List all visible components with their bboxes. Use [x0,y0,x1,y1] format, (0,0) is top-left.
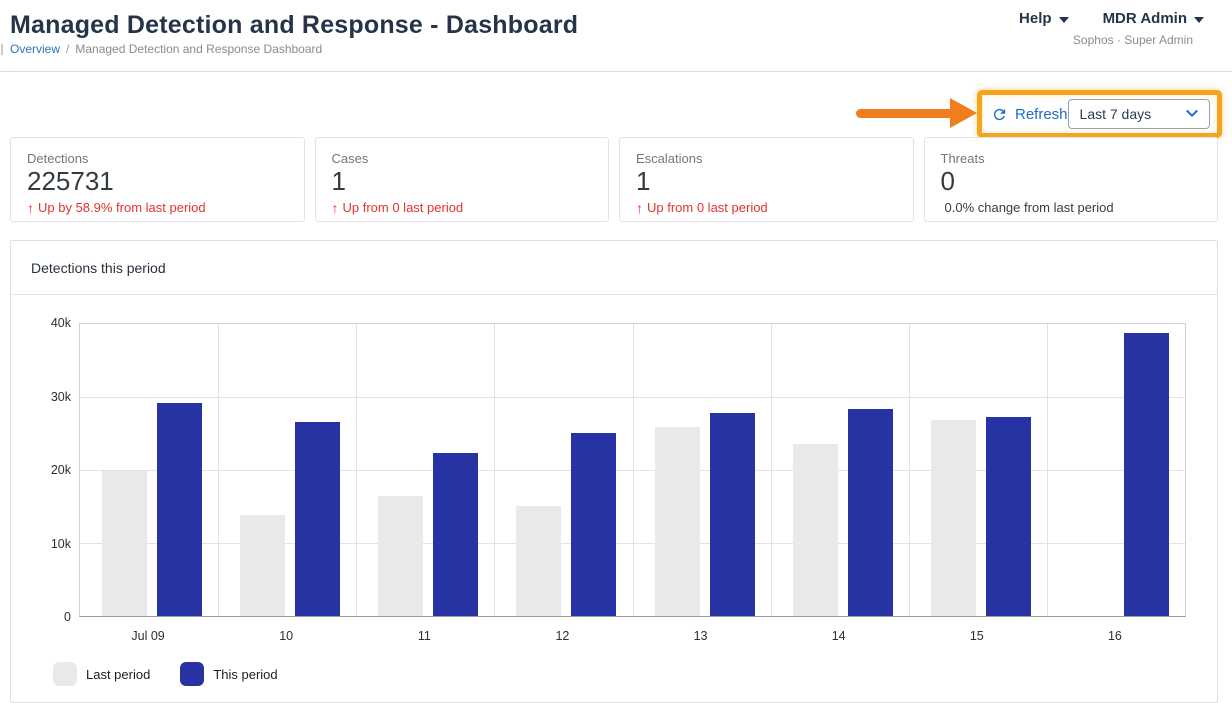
stat-card-delta: ↑ Up from 0 last period [636,200,897,216]
top-nav: Help MDR Admin [1019,10,1204,27]
chart-region: 40k 30k 20k 10k 0 Jul 09 10 11 12 13 14 15 16 Last … [11,295,1217,702]
gridline-vertical [770,324,772,616]
stat-card-label: Detections [27,151,89,166]
stat-card-label: Cases [331,151,369,166]
x-axis-labels: Jul 09 10 11 12 13 14 15 16 [79,629,1186,647]
page-title: Managed Detection and Response - Dashboa… [10,11,579,39]
bar-last-period-15[interactable] [930,419,976,616]
x-axis-tick: 10 [279,629,294,643]
annotation-arrow-icon [950,98,977,128]
bar-this-period-13[interactable] [709,413,755,616]
x-axis-tick: 13 [693,629,708,643]
bar-this-period-16[interactable] [1123,332,1169,616]
x-axis-tick: 11 [417,629,431,643]
stat-card-label: Threats [940,151,985,166]
gridline-vertical [632,324,634,616]
x-axis-tick: Jul 09 [131,629,165,643]
stat-card-value: 225731 [27,166,114,196]
period-select[interactable]: Last 7 days [1067,99,1210,129]
stat-card-delta: 0.0% change from last period [941,200,1202,215]
gridline-vertical [908,324,910,616]
stat-card-label: Escalations [636,151,703,166]
stat-card: Escalations 1 ↑ Up from 0 last period [619,137,914,222]
help-menu[interactable]: Help [1019,10,1069,27]
chart-panel-header: Detections this period [11,241,1217,295]
y-axis-tick: 30k [50,389,71,404]
gridline-vertical [356,324,358,616]
refresh-icon [991,106,1008,123]
gridline-vertical [218,324,220,616]
y-axis-tick: 10k [50,536,71,551]
stat-card-delta: ↑ Up from 0 last period [332,200,593,216]
gridline-vertical [494,324,496,616]
bar-last-period-11[interactable] [378,495,424,616]
stat-card-value: 1 [636,166,651,196]
chevron-down-icon [1184,105,1200,124]
detections-chart-panel: Detections this period 40k 30k 20k 10k 0 Jul… [10,240,1218,703]
bar-last-period-10[interactable] [240,514,286,616]
legend-label: This period [213,666,278,682]
stat-cards-row: Detections 225731 ↑ Up by 58.9% from las… [10,137,1218,222]
chart-panel-title: Detections this period [31,259,166,276]
y-axis-tick: 0 [64,610,71,624]
refresh-button-label: Refresh [1015,105,1068,123]
bar-last-period-14[interactable] [792,444,838,616]
bar-this-period-10[interactable] [295,421,341,616]
caret-down-icon [1058,16,1069,23]
y-axis-labels: 40k 30k 20k 10k 0 [11,316,71,624]
legend-swatch [180,662,205,686]
stat-card-delta-text: Up by 58.9% from last period [38,200,206,216]
up-arrow-icon: ↑ [27,199,34,216]
stat-card: Detections 225731 ↑ Up by 58.9% from las… [10,137,305,222]
legend-swatch [53,662,77,686]
x-axis-tick: 12 [555,629,570,643]
x-axis-tick: 14 [831,629,846,643]
bar-this-period-14[interactable] [847,409,893,616]
breadcrumb: Overview / Managed Detection and Response … [10,42,322,56]
breadcrumb-tick [1,44,3,55]
breadcrumb-current: Managed Detection and Response Dashboard [75,42,323,56]
refresh-button[interactable]: Refresh [991,106,1068,123]
gridline-vertical [1046,324,1048,616]
account-subtitle: Sophos · Super Admin [1072,33,1193,47]
help-menu-label: Help [1019,10,1052,27]
bar-last-period-13[interactable] [654,426,700,616]
annotation-highlight-box: Refresh Last 7 days [977,90,1222,138]
x-axis-tick: 15 [969,629,984,643]
stat-card-value: 1 [331,166,346,196]
bar-this-period-12[interactable] [571,432,617,616]
period-select-value: Last 7 days [1079,106,1152,122]
legend-item-last-period: Last period [53,662,150,686]
stat-card-delta-text: Up from 0 last period [342,200,464,216]
header-divider [0,71,1232,72]
legend-label: Last period [86,666,151,682]
breadcrumb-link-overview[interactable]: Overview [10,42,61,56]
bar-this-period-15[interactable] [985,416,1031,616]
y-axis-tick: 20k [50,463,71,477]
x-axis-tick: 16 [1107,629,1122,643]
bar-last-period-12[interactable] [516,505,562,616]
annotation-arrow-line [856,109,954,118]
y-axis-tick: 40k [50,316,71,330]
account-menu[interactable]: MDR Admin [1103,10,1204,27]
chart-legend: Last period This period [53,662,278,686]
stat-card-value: 0 [940,166,955,196]
stat-card-delta: ↑ Up by 58.9% from last period [27,200,288,216]
legend-item-this-period: This period [180,662,278,686]
chart-plot [79,323,1186,617]
up-arrow-icon: ↑ [331,199,339,216]
bar-last-period-jul-09[interactable] [102,470,147,616]
stat-card: Threats 0 0.0% change from last period [923,137,1218,222]
caret-down-icon [1194,16,1204,23]
bar-this-period-jul-09[interactable] [157,402,202,616]
up-arrow-icon: ↑ [636,199,643,216]
stat-card-delta-text: Up from 0 last period [647,200,768,216]
breadcrumb-separator: / [66,42,70,56]
account-menu-label: MDR Admin [1102,10,1187,27]
bar-this-period-11[interactable] [433,453,479,616]
stat-card: Cases 1 ↑ Up from 0 last period [314,137,609,222]
stat-card-delta-text: 0.0% change from last period [944,199,1114,215]
